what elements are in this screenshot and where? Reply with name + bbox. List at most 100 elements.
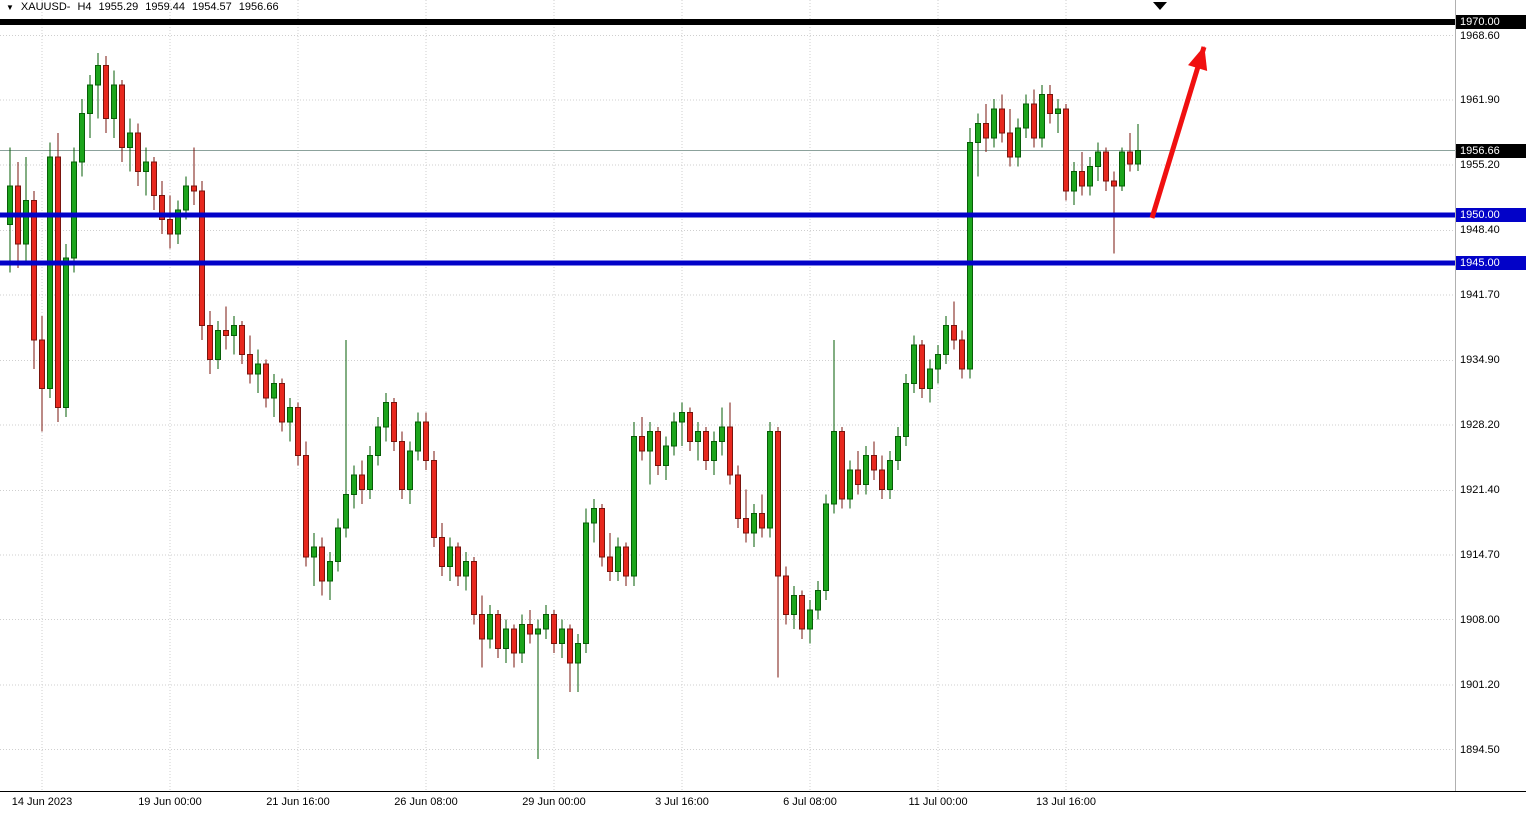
candle [111,84,117,120]
candle [783,575,789,616]
candle [383,402,389,428]
time-axis[interactable]: 14 Jun 2023 19 Jun 00:00 21 Jun 16:00 26 Ju… [0,791,1526,813]
candle [1031,103,1037,139]
symbol-menu-triangle-icon[interactable]: ▼ [6,3,14,12]
candle [1039,93,1045,139]
candle [1055,108,1061,115]
candle [415,421,421,452]
candle [935,354,941,370]
candle [175,209,181,235]
candle [959,339,965,370]
time-tick-label: 21 Jun 16:00 [266,796,330,808]
candle [143,161,149,172]
candle [279,382,285,423]
candle [47,156,53,389]
candle [807,609,813,630]
price-axis[interactable]: 1968.60 1961.90 1955.20 1948.40 1941.70 1934.… [1455,0,1526,791]
candle [431,460,437,539]
candle [559,628,565,645]
candle [495,614,501,649]
candle [703,431,709,462]
candle [351,474,357,495]
candle [831,431,837,505]
candle [647,431,653,452]
candle [623,546,629,577]
candle [527,623,533,635]
time-tick-label: 29 Jun 00:00 [522,796,586,808]
hline-price-label: 1950.00 [1456,207,1526,222]
candle [1119,151,1125,187]
candle [791,594,797,616]
candle [231,325,237,336]
price-tick-label: 1901.20 [1460,679,1500,692]
hline-price-label: 1970.00 [1456,15,1526,30]
candle [1023,103,1029,129]
candle [191,185,197,192]
candle [911,344,917,384]
candle [343,493,349,529]
time-tick-label: 6 Jul 08:00 [783,796,837,808]
candle [119,84,125,148]
candle [215,329,221,360]
price-tick-label: 1968.60 [1460,29,1500,42]
candle [847,469,853,500]
candle [151,161,157,197]
candle [983,122,989,139]
candle [23,199,29,245]
price-tick-label: 1961.90 [1460,94,1500,107]
candle [839,431,845,500]
candle [503,628,509,649]
candle [63,257,69,409]
candle [199,190,205,327]
candle [863,455,869,486]
candlestick-chart[interactable] [0,0,1455,791]
candle [207,325,213,360]
candle [239,325,245,356]
candle [887,460,893,490]
candle [599,508,605,558]
candle [95,65,101,86]
candle [103,65,109,120]
candle [487,614,493,640]
candle [1127,151,1133,165]
hline-price-label: 1945.00 [1456,256,1526,271]
candle [927,368,933,389]
candle [255,363,261,375]
candle [943,325,949,356]
price-tick-label: 1934.90 [1460,354,1500,367]
candle [575,643,581,664]
candle [895,435,901,462]
candle [879,469,885,490]
candle [391,402,397,442]
price-tick-label: 1941.70 [1460,288,1500,301]
candle [991,108,997,139]
candle [375,426,381,457]
trend-arrow[interactable] [1149,46,1208,219]
candle [1095,151,1101,168]
price-tick-label: 1928.20 [1460,418,1500,431]
candle [1071,170,1077,192]
candle [735,474,741,519]
candle [31,199,37,341]
candle [263,363,269,399]
candle [655,431,661,466]
candle [423,421,429,462]
candle [815,590,821,611]
candle [871,455,877,471]
candle [1087,166,1093,187]
time-tick-label: 19 Jun 00:00 [138,796,202,808]
candle [1111,180,1117,187]
candle [135,132,141,172]
candle [271,382,277,399]
candle [1007,132,1013,158]
time-tick-label: 13 Jul 16:00 [1036,796,1096,808]
candle [695,431,701,442]
candle [247,354,253,375]
candle [999,108,1005,134]
candle [335,527,341,563]
candle [671,421,677,447]
candle [567,628,573,664]
price-tick-label: 1908.00 [1460,613,1500,626]
candle [223,329,229,336]
